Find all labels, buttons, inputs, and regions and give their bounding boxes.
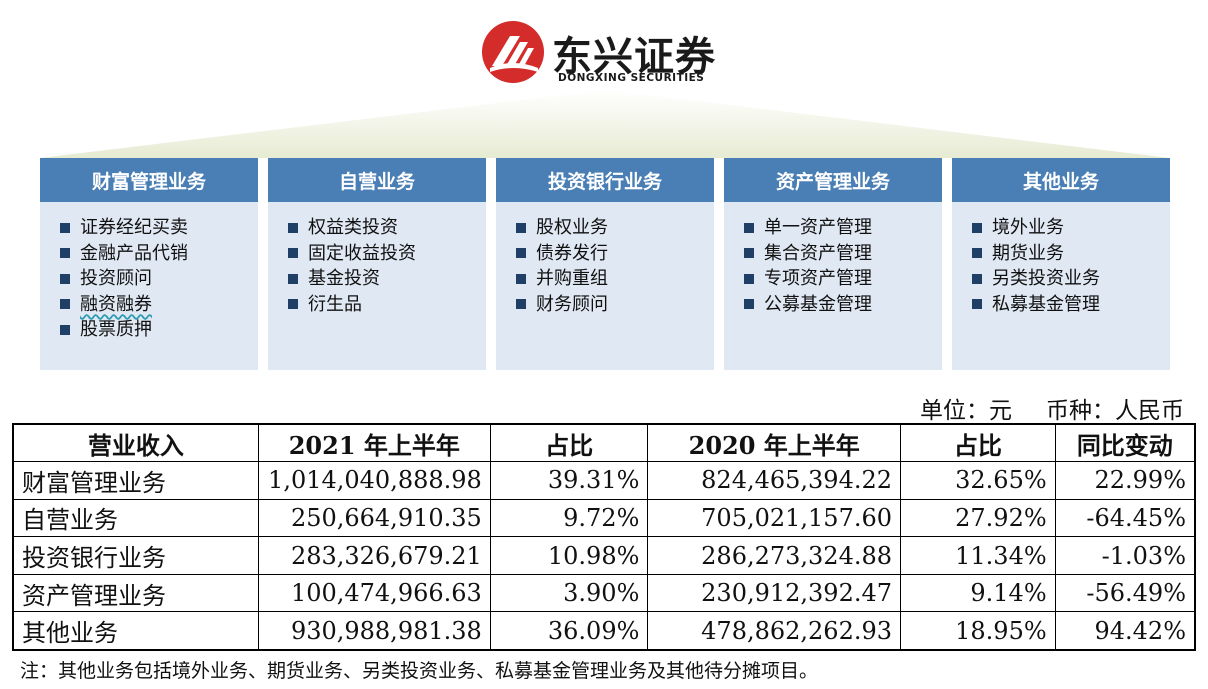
square-bullet-icon (744, 299, 754, 310)
business-column-asset-management: 资产管理业务 单一资产管理 集合资产管理 专项资产管理 公募基金管理 (724, 158, 942, 370)
header-share-2021: 占比 (489, 423, 649, 463)
list-item: 并购重组 (516, 266, 714, 292)
list-item: 基金投资 (288, 266, 486, 292)
table-row: 投资银行业务 283,326,679.21 10.98% 286,273,324… (12, 536, 1196, 575)
list-item: 集合资产管理 (744, 241, 942, 267)
list-item: 投资顾问 (60, 266, 258, 292)
square-bullet-icon (516, 222, 526, 233)
list-item: 衍生品 (288, 292, 486, 318)
header-share-2020: 占比 (900, 423, 1056, 463)
square-bullet-icon (288, 248, 298, 259)
square-bullet-icon (744, 248, 754, 259)
business-column-other: 其他业务 境外业务 期货业务 另类投资业务 私募基金管理 (952, 158, 1170, 370)
table-row: 其他业务 930,988,981.38 36.09% 478,862,262.9… (12, 611, 1196, 651)
square-bullet-icon (60, 299, 70, 310)
column-title: 其他业务 (952, 158, 1170, 202)
column-title: 资产管理业务 (724, 158, 942, 202)
business-column-proprietary: 自营业务 权益类投资 固定收益投资 基金投资 衍生品 (268, 158, 486, 370)
table-header-row: 营业收入 2021 年上半年 占比 2020 年上半年 占比 同比变动 (12, 423, 1196, 463)
list-item: 债券发行 (516, 241, 714, 267)
footnote: 注：其他业务包括境外业务、期货业务、另类投资业务、私募基金管理业务及其他待分摊项… (20, 660, 819, 682)
square-bullet-icon (60, 324, 70, 335)
list-item: 单一资产管理 (744, 215, 942, 241)
square-bullet-icon (972, 299, 982, 310)
header-2020h1: 2020 年上半年 (647, 423, 902, 463)
square-bullet-icon (288, 273, 298, 284)
square-bullet-icon (288, 222, 298, 233)
list-item: 证券经纪买卖 (60, 215, 258, 241)
square-bullet-icon (516, 248, 526, 259)
column-title: 财富管理业务 (40, 158, 258, 202)
square-bullet-icon (288, 299, 298, 310)
table-row: 财富管理业务 1,014,040,888.98 39.31% 824,465,3… (12, 461, 1196, 500)
column-title: 自营业务 (268, 158, 486, 202)
logo-name-en: DONGXING SECURITIES (558, 72, 705, 84)
table-row: 自营业务 250,664,910.35 9.72% 705,021,157.60… (12, 498, 1196, 538)
dongxing-logo-icon (482, 21, 544, 83)
header-2021h1: 2021 年上半年 (257, 423, 491, 463)
list-item: 公募基金管理 (744, 292, 942, 318)
square-bullet-icon (744, 273, 754, 284)
list-item: 固定收益投资 (288, 241, 486, 267)
square-bullet-icon (516, 299, 526, 310)
list-item: 权益类投资 (288, 215, 486, 241)
list-item: 财务顾问 (516, 292, 714, 318)
roof-triangle (40, 90, 1170, 158)
square-bullet-icon (972, 248, 982, 259)
column-title: 投资银行业务 (496, 158, 714, 202)
unit-label: 单位：元 (920, 398, 1012, 424)
list-item: 期货业务 (972, 241, 1170, 267)
square-bullet-icon (60, 273, 70, 284)
table-row: 资产管理业务 100,474,966.63 3.90% 230,912,392.… (12, 573, 1196, 613)
currency-label: 币种：人民币 (1046, 398, 1184, 424)
business-column-investment-banking: 投资银行业务 股权业务 债券发行 并购重组 财务顾问 (496, 158, 714, 370)
square-bullet-icon (972, 222, 982, 233)
list-item: 专项资产管理 (744, 266, 942, 292)
list-item: 金融产品代销 (60, 241, 258, 267)
company-logo: 东兴证券 DONGXING SECURITIES (480, 18, 730, 94)
list-item: 私募基金管理 (972, 292, 1170, 318)
revenue-table: 营业收入 2021 年上半年 占比 2020 年上半年 占比 同比变动 财富管理… (12, 423, 1196, 651)
square-bullet-icon (972, 273, 982, 284)
business-column-wealth: 财富管理业务 证券经纪买卖 金融产品代销 投资顾问 融资融券 股票质押 (40, 158, 258, 370)
list-item: 股权业务 (516, 215, 714, 241)
square-bullet-icon (744, 222, 754, 233)
list-item: 股票质押 (60, 317, 258, 343)
list-item: 另类投资业务 (972, 266, 1170, 292)
list-item: 融资融券 (60, 292, 258, 318)
square-bullet-icon (60, 248, 70, 259)
header-revenue: 营业收入 (12, 423, 259, 463)
square-bullet-icon (60, 222, 70, 233)
unit-currency-line: 单位：元 币种：人民币 (920, 391, 1184, 425)
square-bullet-icon (516, 273, 526, 284)
logo-name-cn: 东兴证券 (552, 34, 716, 80)
header-yoy-change: 同比变动 (1054, 423, 1196, 463)
list-item: 境外业务 (972, 215, 1170, 241)
